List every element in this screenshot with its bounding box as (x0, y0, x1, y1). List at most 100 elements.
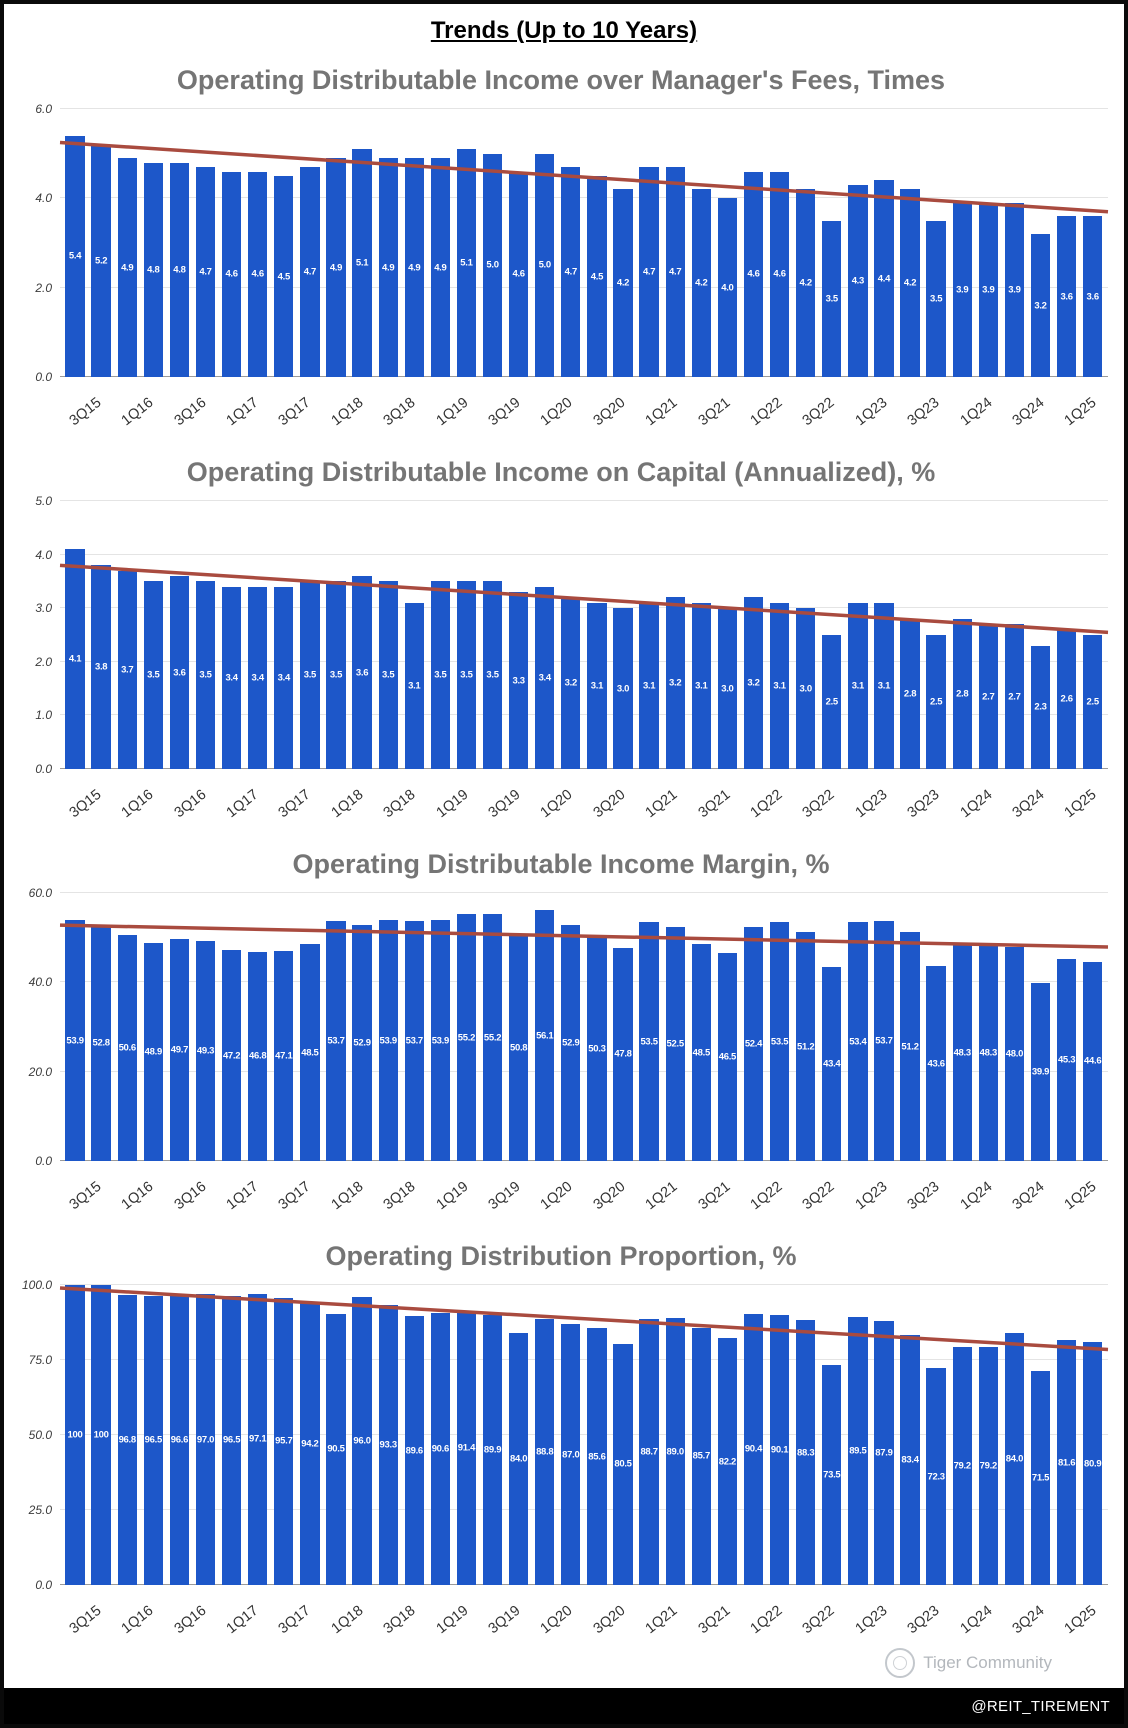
bar: 89.6 (404, 1316, 424, 1585)
bar: 3.1 (874, 602, 894, 769)
x-tick-label: 3Q18 (380, 394, 419, 430)
bar-slot: 89.0 (662, 1285, 688, 1585)
y-tick-label: 4.0 (35, 547, 52, 562)
bar-value-label: 3.5 (329, 669, 343, 681)
bar-slot: 3.5 (192, 501, 218, 769)
bar-slot: 47.2 (219, 893, 245, 1161)
bar-value-label: 52.5 (666, 1038, 685, 1050)
y-tick-label: 20.0 (28, 1064, 52, 1079)
chart-title: Operating Distribution Proportion, % (325, 1241, 797, 1271)
chart-odi-over-fees: Operating Distributable Income over Mana… (4, 45, 1124, 437)
x-tick-label: 1Q17 (223, 1602, 262, 1638)
bar-value-label: 2.7 (1008, 691, 1021, 703)
bar-value-label: 46.8 (249, 1050, 267, 1062)
bar-slot: 3.0 (610, 501, 636, 769)
gridline (60, 607, 1108, 609)
bar-series: 53.9 52.8 50.6 48.9 49.7 49.3 47.2 46.8 47.1 48.5… (60, 893, 1108, 1161)
bar-slot: 5.1 (453, 109, 479, 377)
bar-slot: 4.8 (166, 109, 192, 377)
bar: 3.5 (482, 581, 503, 769)
bar-slot: 79.2 (975, 1285, 1001, 1585)
x-axis-spacer (14, 1161, 60, 1221)
bar-value-label: 4.9 (382, 262, 395, 274)
bar-slot: 4.3 (845, 109, 871, 377)
x-axis-spacer (14, 1585, 60, 1645)
bar-value-label: 94.2 (301, 1438, 319, 1450)
bar: 3.8 (91, 565, 111, 769)
x-tick-label: 1Q22 (747, 786, 786, 822)
chart-title: Operating Distributable Income Margin, % (292, 849, 830, 879)
bar-value-label: 87.0 (562, 1449, 580, 1460)
bar-slot: 39.9 (1027, 893, 1053, 1161)
chart-title: Operating Distributable Income on Capita… (186, 457, 936, 487)
tiger-logo-icon (885, 1648, 916, 1678)
bar-value-label: 90.1 (770, 1444, 789, 1456)
bar: 96.6 (169, 1295, 190, 1585)
bar-slot: 3.5 (140, 501, 166, 769)
bar-value-label: 4.2 (903, 277, 917, 289)
bar: 48.3 (978, 945, 998, 1161)
bar-value-label: 90.5 (327, 1443, 345, 1455)
x-tick-label: 3Q19 (485, 786, 524, 822)
bar: 3.2 (743, 597, 764, 769)
x-tick-label: 3Q19 (485, 394, 524, 430)
bar-slot: 4.6 (767, 109, 793, 377)
x-tick-label: 1Q21 (642, 1178, 681, 1214)
gridline (60, 197, 1108, 199)
bar-slot: 5.0 (532, 109, 558, 377)
y-tick-label: 75.0 (28, 1353, 52, 1367)
bar-slot: 53.4 (845, 893, 871, 1161)
bar-slot: 93.3 (375, 1285, 401, 1585)
bar-value-label: 3.9 (1008, 284, 1021, 296)
y-tick-label: 4.0 (35, 191, 52, 206)
bar: 51.2 (796, 932, 816, 1161)
bar-slot: 4.5 (584, 109, 610, 377)
chart-odi-margin: Operating Distributable Income Margin, %… (4, 829, 1124, 1221)
bar-slot: 3.5 (480, 501, 506, 769)
bar: 90.5 (326, 1313, 346, 1585)
x-tick-label: 1Q22 (747, 1602, 786, 1638)
bar-value-label: 47.2 (222, 1050, 241, 1062)
bar: 4.2 (613, 189, 633, 377)
x-tick-label: 3Q18 (380, 786, 419, 822)
bar-slot: 4.7 (297, 109, 323, 377)
bar: 55.2 (482, 914, 503, 1161)
bar-value-label: 4.6 (512, 268, 525, 280)
bar-slot: 85.6 (584, 1285, 610, 1585)
bar: 96.5 (143, 1295, 163, 1585)
x-tick-label: 1Q19 (433, 786, 472, 822)
bar-value-label: 3.4 (225, 672, 238, 684)
bar-slot: 4.5 (271, 109, 297, 377)
bar-value-label: 3.5 (382, 669, 395, 681)
bar: 3.4 (221, 586, 242, 769)
gridline (60, 892, 1108, 893)
y-tick-label: 3.0 (35, 601, 52, 616)
bar-slot: 3.5 (375, 501, 401, 769)
bar: 88.3 (796, 1320, 816, 1585)
bar-slot: 97.1 (245, 1285, 271, 1585)
bar: 3.0 (717, 608, 738, 769)
bar-slot: 4.7 (636, 109, 662, 377)
bar: 79.2 (952, 1347, 972, 1585)
bar: 2.5 (822, 635, 842, 769)
bar: 3.4 (248, 586, 268, 769)
bar: 3.1 (691, 602, 711, 769)
bar: 49.3 (195, 940, 216, 1161)
bar-slot: 4.8 (140, 109, 166, 377)
bar-series: 4.1 3.8 3.7 3.5 3.6 3.5 3.4 3.4 3.4 3.5 3.5 3.6 3.5 3… (60, 501, 1108, 769)
bar-slot: 3.2 (662, 501, 688, 769)
bar: 84.0 (508, 1333, 529, 1585)
bar-value-label: 4.2 (616, 277, 630, 289)
x-tick-label: 3Q20 (590, 1602, 629, 1638)
bar-slot: 80.5 (610, 1285, 636, 1585)
gridline (60, 1434, 1108, 1435)
bar-slot: 53.9 (427, 893, 453, 1161)
bar-slot: 72.3 (923, 1285, 949, 1585)
bar-value-label: 80.5 (614, 1458, 632, 1470)
bar-value-label: 3.4 (251, 672, 265, 684)
bar-series: 100 100 96.8 96.5 96.6 97.0 96.5 97.1 95.7 94.2 90… (60, 1285, 1108, 1585)
bar-value-label: 53.7 (875, 1035, 893, 1047)
x-tick-label: 1Q19 (433, 394, 472, 430)
bar-slot: 90.5 (323, 1285, 349, 1585)
bar-slot: 3.6 (349, 501, 375, 769)
